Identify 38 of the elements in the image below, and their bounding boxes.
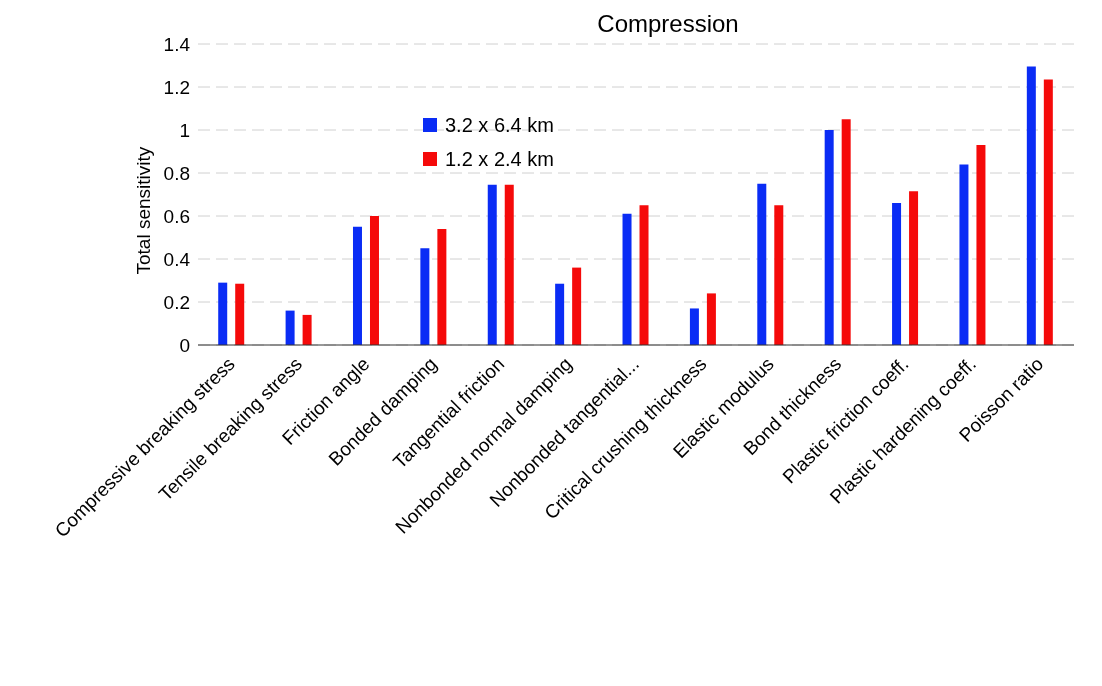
y-tick-label: 1.2 xyxy=(163,76,190,98)
bar xyxy=(352,226,362,345)
bar xyxy=(959,164,969,345)
bar xyxy=(622,213,632,345)
bar xyxy=(757,183,767,345)
bar xyxy=(774,205,784,345)
y-tick-label: 0.4 xyxy=(163,248,191,270)
y-tick-label: 1.4 xyxy=(163,33,191,55)
bar xyxy=(555,283,565,345)
bar xyxy=(302,314,312,345)
bar xyxy=(437,228,447,345)
bar xyxy=(285,310,295,345)
bar xyxy=(689,308,699,345)
bar xyxy=(1026,66,1036,345)
bar xyxy=(420,248,430,345)
bar xyxy=(504,184,514,345)
bar xyxy=(487,184,497,345)
y-axis-title: Total sensitivity xyxy=(132,146,154,275)
bar xyxy=(909,191,919,345)
y-tick-label: 0.2 xyxy=(163,291,190,313)
bar xyxy=(824,130,834,345)
bar xyxy=(369,216,379,345)
y-tick-label: 1 xyxy=(179,119,190,141)
bar xyxy=(892,203,902,345)
bar xyxy=(1043,79,1053,345)
legend-label: 3.2 x 6.4 km xyxy=(445,113,554,138)
y-tick-label: 0.6 xyxy=(163,205,190,227)
bar xyxy=(841,119,851,345)
bar xyxy=(639,205,649,345)
bar xyxy=(235,283,245,345)
y-tick-label: 0.8 xyxy=(163,162,190,184)
y-tick-label: 0 xyxy=(179,334,190,356)
chart-title: Compression xyxy=(596,10,740,38)
legend-label: 1.2 x 2.4 km xyxy=(445,147,554,172)
bar xyxy=(572,267,582,345)
bar xyxy=(706,293,716,345)
bar xyxy=(218,282,228,345)
bar xyxy=(976,145,986,345)
